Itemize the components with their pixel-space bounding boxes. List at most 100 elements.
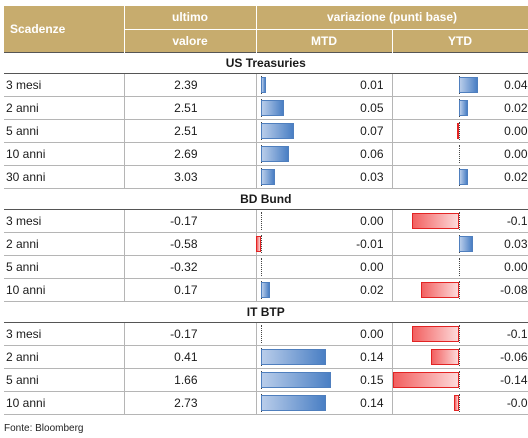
last-value: -0.32 — [124, 255, 257, 279]
header-ultimo-line2: valore — [124, 28, 257, 52]
section-header: US Treasuries — [4, 51, 528, 74]
ytd-value: 0.00 — [504, 123, 528, 138]
mtd-axis — [260, 324, 262, 343]
ytd-value: -0.06 — [500, 349, 528, 364]
maturity-label: 2 anni — [4, 96, 125, 120]
mtd-bar — [260, 281, 270, 298]
table-row: 2 anni 0.41 0.14 -0.06 — [4, 345, 528, 369]
last-value: 0.17 — [124, 278, 257, 302]
maturity-label: 10 anni — [4, 278, 125, 302]
mtd-cell: 0.06 — [256, 142, 393, 166]
table-row: 3 mesi 2.39 0.01 0.04 — [4, 73, 528, 97]
ytd-value: -0.1 — [506, 213, 528, 228]
mtd-value: -0.01 — [356, 236, 384, 251]
header-mtd: MTD — [256, 28, 393, 52]
mtd-cell: -0.01 — [255, 232, 393, 256]
mtd-bar — [260, 394, 326, 411]
mtd-bar — [260, 168, 275, 185]
table-row: 5 anni -0.32 0.00 0.00 — [4, 255, 528, 279]
last-value: 0.41 — [124, 345, 257, 369]
header-ultimo-line1: ultimo — [124, 6, 257, 29]
maturity-label: 2 anni — [4, 345, 125, 369]
ytd-value: 0.03 — [504, 236, 528, 251]
header-variazione: variazione (punti base) — [256, 6, 528, 29]
mtd-axis — [260, 211, 262, 230]
table-row: 5 anni 2.51 0.07 0.00 — [4, 119, 528, 143]
ytd-axis — [458, 121, 460, 140]
maturity-label: 3 mesi — [4, 322, 125, 346]
ytd-value: -0.0 — [506, 395, 528, 410]
mtd-value: 0.03 — [360, 169, 384, 184]
maturity-label: 3 mesi — [4, 73, 125, 97]
maturity-label: 30 anni — [4, 165, 125, 189]
last-value: -0.17 — [124, 209, 257, 233]
mtd-value: 0.05 — [360, 100, 384, 115]
ytd-value: 0.02 — [504, 100, 528, 115]
last-value: 2.73 — [124, 391, 257, 415]
mtd-value: 0.14 — [360, 395, 384, 410]
yield-table: Scadenze ultimo variazione (punti base) … — [4, 6, 528, 415]
maturity-label: 3 mesi — [4, 209, 125, 233]
table-row: 3 mesi -0.17 0.00 -0.1 — [4, 209, 528, 233]
maturity-label: 2 anni — [4, 232, 125, 256]
ytd-cell: 0.00 — [392, 255, 528, 279]
mtd-cell: 0.14 — [256, 345, 393, 369]
mtd-axis — [260, 257, 262, 276]
mtd-cell: 0.00 — [256, 209, 393, 233]
last-value: 3.03 — [124, 165, 257, 189]
ytd-bar — [453, 394, 459, 411]
ytd-bar — [458, 99, 468, 116]
ytd-axis — [458, 393, 460, 412]
last-value: 2.69 — [124, 142, 257, 166]
ytd-value: -0.08 — [500, 282, 528, 297]
ytd-cell: -0.08 — [392, 278, 528, 302]
ytd-bar — [458, 168, 468, 185]
ytd-value: 0.00 — [504, 146, 528, 161]
mtd-bar — [260, 348, 326, 365]
mtd-bar — [260, 76, 266, 93]
mtd-bar — [260, 99, 284, 116]
ytd-cell: 0.03 — [392, 232, 528, 256]
mtd-cell: 0.14 — [256, 391, 393, 415]
table-row: 2 anni -0.58 -0.01 0.03 — [4, 232, 528, 256]
yield-table-container: Scadenze ultimo variazione (punti base) … — [4, 6, 528, 415]
ytd-value: -0.1 — [506, 326, 528, 341]
ytd-cell: -0.1 — [392, 209, 528, 233]
ytd-bar — [456, 122, 459, 139]
table-row: 5 anni 1.66 0.15 -0.14 — [4, 368, 528, 392]
ytd-cell: -0.06 — [392, 345, 528, 369]
maturity-label: 10 anni — [4, 142, 125, 166]
ytd-axis — [458, 211, 460, 230]
maturity-label: 5 anni — [4, 255, 125, 279]
last-value: 2.51 — [124, 96, 257, 120]
mtd-cell: 0.05 — [256, 96, 393, 120]
ytd-bar — [430, 348, 459, 365]
ytd-cell: -0.14 — [392, 368, 528, 392]
ytd-axis — [458, 324, 460, 343]
ytd-cell: 0.02 — [392, 165, 528, 189]
section-title: US Treasuries — [4, 51, 528, 74]
mtd-bar — [260, 371, 331, 388]
ytd-bar — [458, 235, 473, 252]
mtd-bar — [260, 145, 289, 162]
mtd-value: 0.15 — [360, 372, 384, 387]
mtd-bar — [260, 122, 294, 139]
table-header: Scadenze ultimo variazione (punti base) … — [4, 6, 528, 52]
table-row: 2 anni 2.51 0.05 0.02 — [4, 96, 528, 120]
mtd-cell: 0.03 — [256, 165, 393, 189]
ytd-axis — [458, 280, 460, 299]
mtd-axis — [260, 234, 262, 253]
mtd-value: 0.14 — [360, 349, 384, 364]
mtd-cell: 0.02 — [256, 278, 393, 302]
table-row: 10 anni 0.17 0.02 -0.08 — [4, 278, 528, 302]
table-row: 30 anni 3.03 0.03 0.02 — [4, 165, 528, 189]
table-row: 3 mesi -0.17 0.00 -0.1 — [4, 322, 528, 346]
ytd-value: 0.04 — [504, 77, 528, 92]
last-value: 2.39 — [124, 73, 257, 97]
ytd-cell: 0.00 — [392, 119, 528, 143]
ytd-cell: 0.04 — [392, 73, 528, 97]
mtd-value: 0.06 — [360, 146, 384, 161]
ytd-cell: 0.02 — [392, 96, 528, 120]
ytd-bar — [411, 212, 459, 229]
mtd-bar — [255, 235, 261, 252]
